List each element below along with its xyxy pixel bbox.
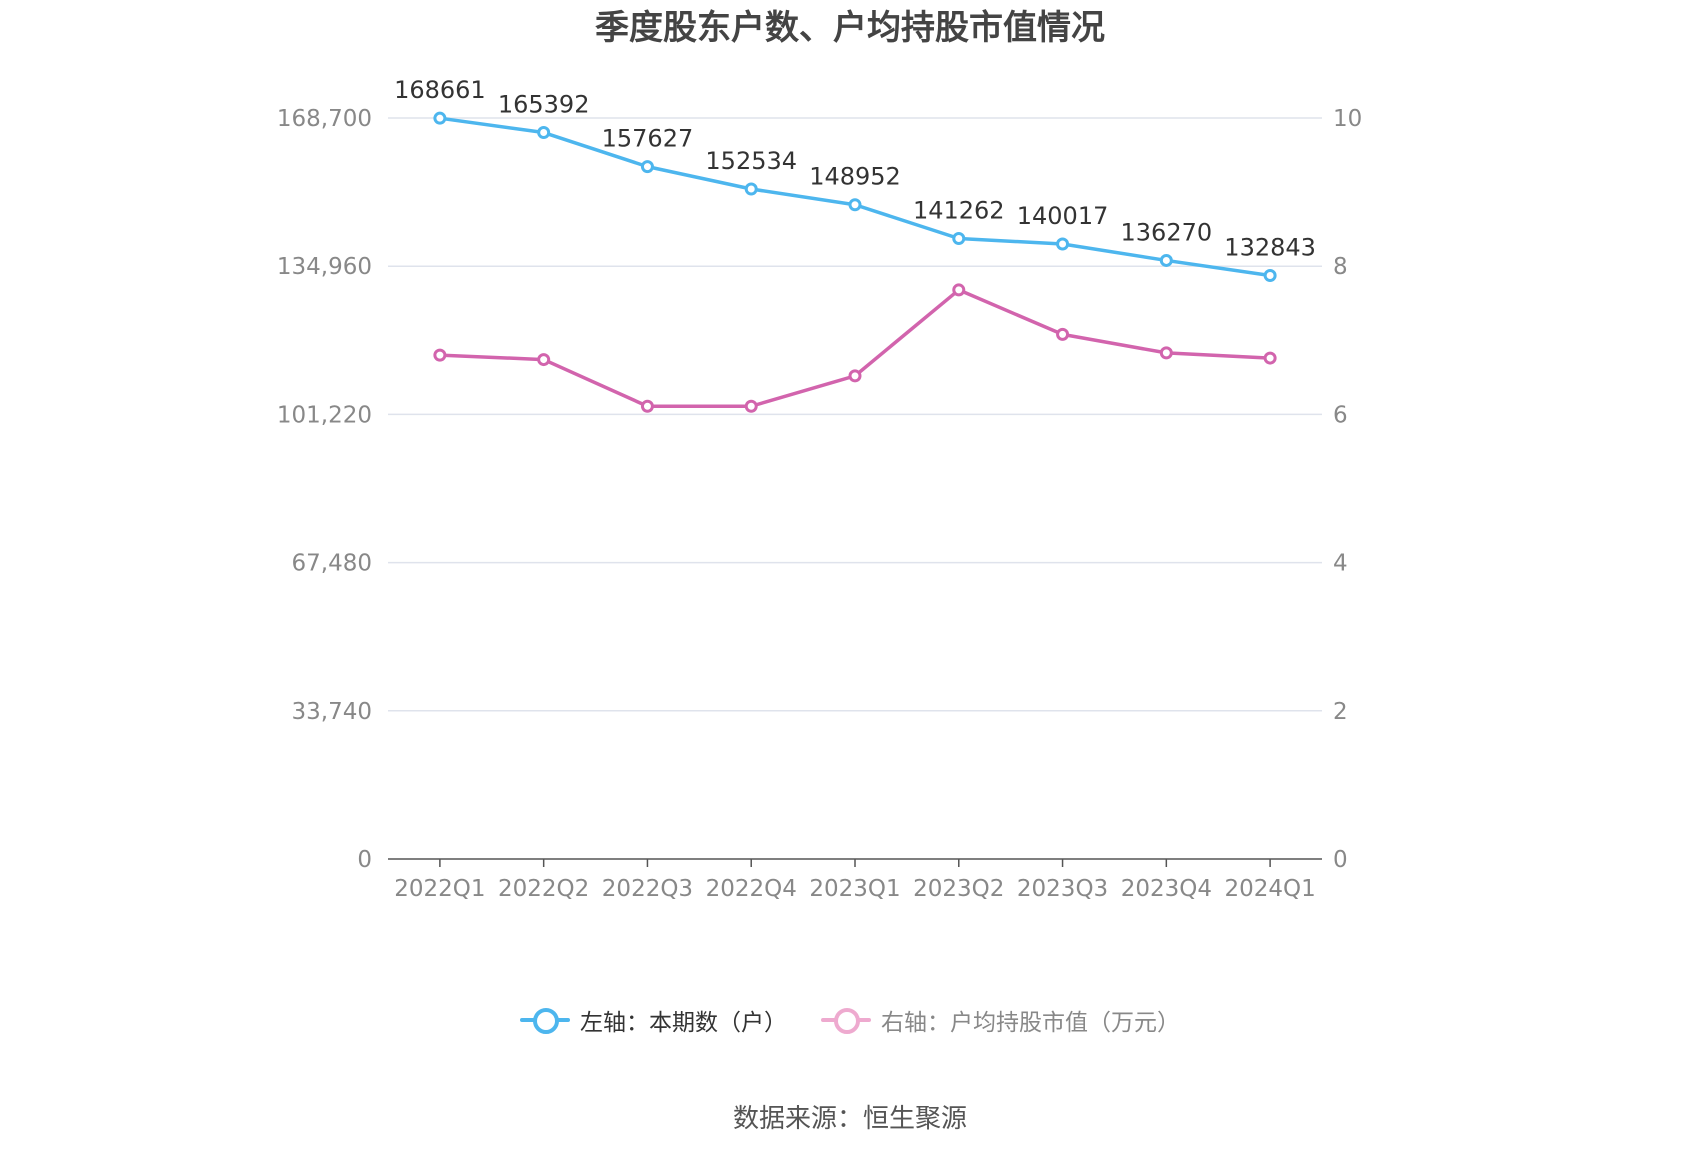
data-point-right <box>1159 346 1173 360</box>
legend-item-left-series[interactable]: 左轴：本期数（户） <box>520 1003 787 1037</box>
data-point-left <box>1056 237 1070 251</box>
data-source-note: 数据来源：恒生聚源 <box>732 1104 967 1134</box>
data-label: 141262 <box>913 197 1005 225</box>
data-point-left <box>537 126 551 140</box>
data-point-left <box>433 111 447 125</box>
x-axis-tick-label: 2022Q4 <box>706 876 797 902</box>
left-axis-tick-label: 168,700 <box>277 106 372 132</box>
right-axis-tick-label: 10 <box>1333 106 1362 132</box>
left-axis-tick-label: 33,740 <box>292 699 372 725</box>
legend-line-circle-icon <box>821 1007 871 1034</box>
x-axis-tick-label: 2023Q2 <box>913 876 1004 902</box>
data-point-right <box>848 369 862 383</box>
data-point-left <box>848 198 862 212</box>
x-axis-tick-label: 2022Q2 <box>498 876 589 902</box>
data-label: 165392 <box>498 91 590 119</box>
data-label: 148952 <box>809 163 901 191</box>
data-point-right <box>1056 327 1070 341</box>
data-point-left <box>1159 253 1173 267</box>
series-line-right <box>439 288 1271 408</box>
data-point-left <box>744 182 758 196</box>
right-axis-tick-label: 0 <box>1333 847 1348 873</box>
data-point-right <box>537 353 551 367</box>
data-label: 157627 <box>602 125 694 153</box>
data-label: 140017 <box>1017 202 1109 230</box>
legend-line-circle-icon <box>520 1007 570 1034</box>
data-point-left <box>640 160 654 174</box>
right-axis-tick-label: 8 <box>1333 254 1348 280</box>
series-line-left <box>439 116 1271 278</box>
right-axis-tick-label: 2 <box>1333 699 1348 725</box>
legend-label-left: 左轴：本期数（户） <box>580 1010 787 1036</box>
data-label: 168661 <box>394 76 486 104</box>
data-point-left <box>952 232 966 246</box>
right-axis-tick-label: 4 <box>1333 551 1348 577</box>
grid-lines <box>388 117 1322 712</box>
data-label: 136270 <box>1121 218 1213 246</box>
data-point-left <box>1263 268 1277 282</box>
series-lines <box>433 111 1277 413</box>
right-axis-tick-label: 6 <box>1333 402 1348 428</box>
axes: 033,74067,480101,220134,960168,700024681… <box>277 106 1362 902</box>
legend-item-right-series[interactable]: 右轴：户均持股市值（万元） <box>821 1003 1180 1037</box>
data-label: 132843 <box>1224 233 1316 261</box>
data-point-right <box>640 399 654 413</box>
x-axis-tick-label: 2022Q3 <box>602 876 693 902</box>
data-point-right <box>952 283 966 297</box>
data-point-right <box>433 348 447 362</box>
x-axis-tick-label: 2023Q3 <box>1017 876 1108 902</box>
x-axis-tick-label: 2024Q1 <box>1224 876 1315 902</box>
data-label: 152534 <box>705 147 797 175</box>
left-axis-tick-label: 134,960 <box>277 254 372 280</box>
left-axis-tick-label: 0 <box>357 847 372 873</box>
left-axis-tick-label: 67,480 <box>292 551 372 577</box>
data-labels: 168661 165392 157627 152534 148952 141262 1400… <box>394 76 1316 261</box>
chart-title: 季度股东户数、户均持股市值情况 <box>595 8 1105 48</box>
legend-label-right: 右轴：户均持股市值（万元） <box>881 1010 1180 1036</box>
data-point-right <box>1263 351 1277 365</box>
left-axis-tick-label: 101,220 <box>277 402 372 428</box>
x-axis-tick-label: 2023Q4 <box>1121 876 1212 902</box>
x-axis-tick-label: 2023Q1 <box>809 876 900 902</box>
data-point-right <box>744 399 758 413</box>
legend: 左轴：本期数（户） 右轴：户均持股市值（万元） <box>0 1003 1700 1037</box>
x-axis-tick-label: 2022Q1 <box>394 876 485 902</box>
